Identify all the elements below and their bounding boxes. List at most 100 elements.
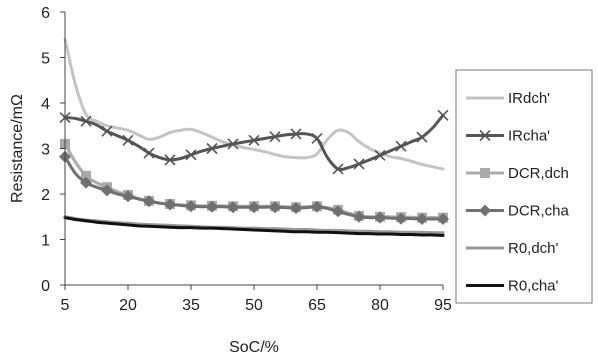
series-line (63, 215, 445, 235)
marker-stroke (122, 134, 134, 146)
data-point (437, 213, 449, 226)
x-tick-label: 95 (434, 297, 452, 314)
marker-stroke (374, 149, 386, 161)
x-tick-label: 65 (308, 297, 326, 314)
marker-stroke (311, 132, 323, 145)
y-tick-label: 5 (41, 51, 50, 68)
x-tick-label: 5 (61, 297, 70, 314)
marker-stroke (227, 138, 239, 150)
legend-item: DCR,dch (466, 165, 569, 182)
data-point (311, 200, 323, 213)
marker-stroke (206, 142, 218, 155)
data-point (332, 163, 344, 175)
series-5 (63, 216, 445, 237)
data-point (248, 134, 260, 146)
legend: IRdch' IRcha' DCR,dch DCR,cha R0,dch' R0,cha' (455, 69, 593, 304)
marker-stroke (437, 109, 449, 121)
data-point (248, 201, 260, 214)
y-tick-label: 6 (41, 5, 50, 22)
data-point (311, 132, 323, 145)
marker-stroke (185, 149, 197, 161)
marker-stroke (143, 147, 155, 159)
series-line (63, 216, 445, 237)
y-tick-label: 4 (41, 96, 50, 113)
data-point (80, 176, 92, 189)
legend-item: DCR,cha (466, 203, 570, 220)
data-point (185, 200, 197, 213)
data-point (81, 170, 91, 181)
y-tick-label: 0 (41, 278, 50, 295)
y-tick-label: 2 (41, 187, 50, 204)
marker-stroke (80, 115, 92, 127)
data-point (227, 201, 239, 214)
y-tick-label: 1 (41, 233, 50, 250)
data-point (374, 149, 386, 161)
legend-label: R0,cha' (508, 278, 559, 295)
data-point (143, 147, 155, 159)
legend-marker (480, 168, 490, 178)
series-0 (63, 37, 445, 171)
data-point (122, 134, 134, 146)
data-point (80, 115, 92, 127)
data-point (416, 131, 428, 143)
marker-stroke (290, 128, 302, 140)
legend-label: DCR,cha (508, 203, 570, 220)
legend-label: IRcha' (508, 128, 550, 145)
marker-stroke (164, 154, 176, 166)
data-point (185, 149, 197, 161)
marker-stroke (332, 163, 344, 175)
data-point (143, 195, 155, 208)
marker-stroke (269, 131, 281, 143)
marker-stroke (395, 140, 407, 152)
y-axis-label: Resistance/mΩ (9, 94, 26, 203)
x-tick-label: 20 (119, 297, 137, 314)
data-point (395, 140, 407, 152)
legend-marker (479, 204, 491, 217)
legend-item: R0,dch' (466, 240, 559, 257)
legend-item: IRcha' (466, 128, 550, 145)
legend-item: R0,cha' (466, 278, 559, 295)
data-point (164, 154, 176, 166)
legend-label: DCR,dch (508, 165, 569, 182)
data-point (290, 202, 302, 215)
data-point (395, 212, 407, 225)
data-point (332, 205, 344, 218)
legend-box (455, 69, 593, 304)
series-1 (59, 109, 449, 175)
marker-stroke (248, 134, 260, 146)
data-point (374, 211, 386, 224)
series-line (63, 37, 445, 171)
series-4 (63, 215, 445, 235)
marker-stroke (101, 125, 113, 137)
data-point (290, 128, 302, 140)
marker-stroke (479, 129, 491, 142)
data-point (353, 158, 365, 170)
series-3 (59, 150, 449, 226)
series-line (63, 113, 445, 172)
plot-area (59, 37, 449, 237)
data-point (164, 198, 176, 211)
data-point (227, 138, 239, 150)
data-point (437, 109, 449, 121)
marker-stroke (416, 131, 428, 143)
data-point (101, 125, 113, 137)
data-point (101, 184, 113, 197)
x-axis-label: SoC/% (229, 339, 279, 356)
x-tick-label: 80 (371, 297, 389, 314)
legend-item: IRdch' (466, 90, 550, 107)
x-tick-label: 35 (182, 297, 200, 314)
data-point (416, 213, 428, 226)
data-point (122, 190, 134, 203)
legend-marker (479, 129, 491, 142)
data-point (269, 201, 281, 214)
data-point (353, 210, 365, 223)
x-tick-label: 50 (245, 297, 263, 314)
marker-stroke (353, 158, 365, 170)
legend-label: IRdch' (508, 90, 550, 107)
data-point (206, 142, 218, 155)
data-point (206, 200, 218, 213)
legend-label: R0,dch' (508, 240, 559, 257)
y-tick-label: 3 (41, 142, 50, 159)
